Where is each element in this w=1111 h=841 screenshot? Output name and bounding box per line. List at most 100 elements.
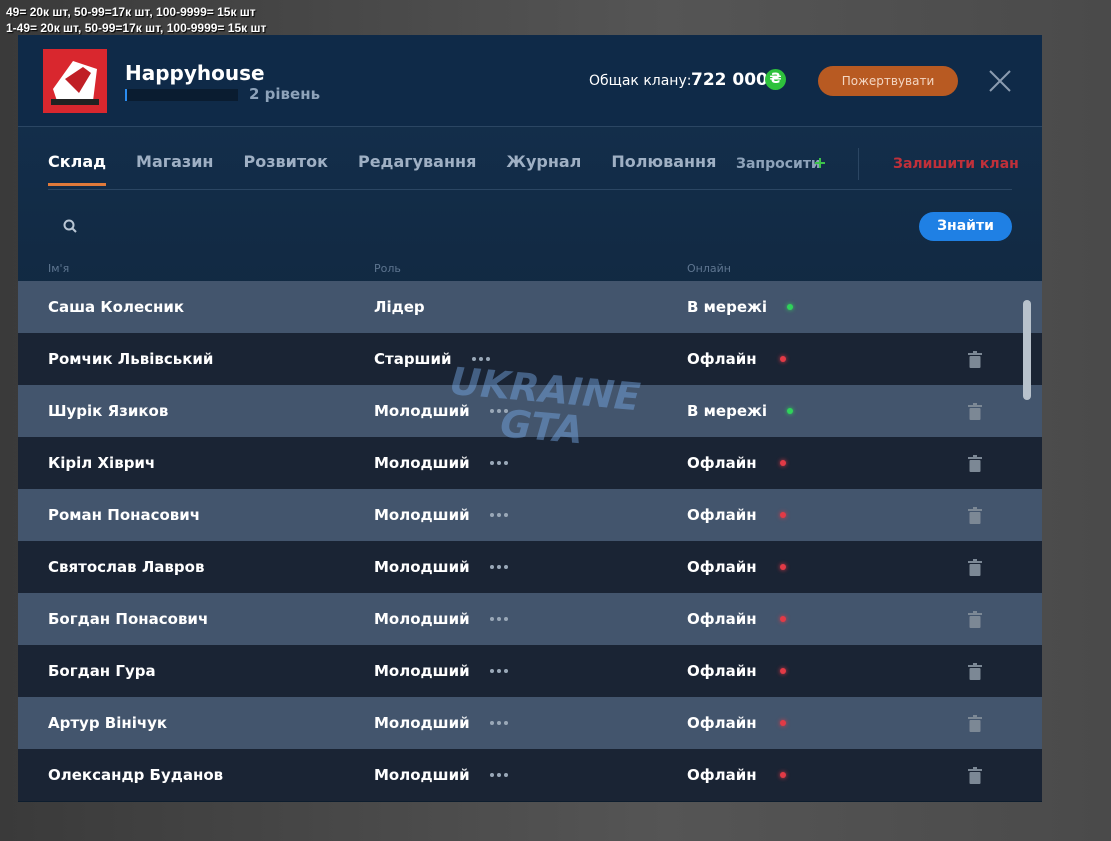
menu-dot (489, 669, 494, 673)
tab[interactable]: Полювання (611, 152, 717, 171)
member-status: Офлайн (687, 506, 757, 524)
role-menu[interactable] (471, 357, 490, 361)
menu-dot (503, 669, 508, 673)
tab[interactable]: Розвиток (243, 152, 328, 171)
kick-button[interactable] (968, 767, 982, 784)
kick-button[interactable] (968, 715, 982, 732)
member-status: Офлайн (687, 610, 757, 628)
status-dot (780, 564, 786, 570)
menu-dot (496, 721, 501, 725)
column-header: Онлайн (687, 262, 731, 275)
menu-dot (485, 357, 490, 361)
member-name: Богдан Гура (48, 662, 156, 680)
member-name: Олександр Буданов (48, 766, 224, 784)
kick-button[interactable] (968, 455, 982, 472)
treasury-value: 722 000 (691, 70, 768, 90)
menu-dot (503, 409, 508, 413)
menu-dot (489, 721, 494, 725)
member-name: Саша Колесник (48, 298, 185, 316)
menu-dot (496, 617, 501, 621)
kick-button[interactable] (968, 507, 982, 524)
member-status: В мережі (687, 298, 768, 316)
member-name: Шурік Язиков (48, 402, 169, 420)
leave-button[interactable]: Залишити клан (893, 156, 1019, 172)
menu-dot (496, 669, 501, 673)
menu-dot (503, 773, 508, 777)
status-dot (780, 356, 786, 362)
menu-dot (496, 513, 501, 517)
member-status: Офлайн (687, 454, 757, 472)
menu-dot (489, 565, 494, 569)
role-menu[interactable] (489, 773, 508, 777)
member-row: Роман Понасович Молодший Офлайн (18, 489, 1042, 541)
role-menu[interactable] (489, 409, 508, 413)
kick-button[interactable] (968, 611, 982, 628)
member-role: Молодший (374, 662, 470, 680)
member-name: Артур Вінічук (48, 714, 168, 732)
member-name: Роман Понасович (48, 506, 201, 524)
status-dot (780, 668, 786, 674)
member-row: Саша Колесник Лідер В мережі (18, 281, 1042, 333)
clan-name: Happyhouse (125, 61, 265, 85)
member-name: Кіріл Хіврич (48, 454, 156, 472)
menu-dot (496, 461, 501, 465)
menu-dot (489, 461, 494, 465)
status-dot (780, 720, 786, 726)
member-status: Офлайн (687, 350, 757, 368)
overlay-line: 49= 20к шт, 50-99=17к шт, 100-9999= 15к … (6, 5, 256, 19)
role-menu[interactable] (489, 513, 508, 517)
menu-dot (496, 565, 501, 569)
menu-dot (489, 773, 494, 777)
tab[interactable]: Журнал (506, 152, 582, 171)
clan-avatar (43, 49, 107, 113)
tab[interactable]: Редагування (357, 152, 477, 171)
member-role: Молодший (374, 766, 470, 784)
tab[interactable]: Склад (48, 152, 107, 186)
role-menu[interactable] (489, 669, 508, 673)
overlay-text: 49= 20к шт, 50-99=17к шт, 100-9999= 15к … (6, 4, 266, 36)
member-name: Святослав Лавров (48, 558, 205, 576)
role-menu[interactable] (489, 461, 508, 465)
role-menu[interactable] (489, 617, 508, 621)
menu-dot (503, 513, 508, 517)
menu-dot (471, 357, 476, 361)
tab-bar: Склад Магазин Розвиток Редагування Журнал Пол… (48, 152, 716, 186)
status-dot (780, 512, 786, 518)
status-dot (780, 616, 786, 622)
menu-dot (489, 409, 494, 413)
menu-dot (503, 617, 508, 621)
member-role: Молодший (374, 454, 470, 472)
donate-button[interactable]: Пожертвувати (818, 66, 958, 96)
menu-dot (489, 617, 494, 621)
status-dot (780, 460, 786, 466)
menu-dot (503, 721, 508, 725)
member-name: Богдан Понасович (48, 610, 209, 628)
scrollbar[interactable] (1023, 300, 1031, 400)
kick-button[interactable] (968, 559, 982, 576)
member-row: Артур Вінічук Молодший Офлайн (18, 697, 1042, 749)
menu-dot (478, 357, 483, 361)
member-row: Ромчик Львівський Старший Офлайн (18, 333, 1042, 385)
member-name: Ромчик Львівський (48, 350, 214, 368)
role-menu[interactable] (489, 721, 508, 725)
role-menu[interactable] (489, 565, 508, 569)
member-status: В мережі (687, 402, 768, 420)
member-role: Лідер (374, 298, 425, 316)
overlay-line: 1-49= 20к шт, 50-99=17к шт, 100-9999= 15… (6, 21, 267, 35)
search-icon[interactable] (63, 219, 77, 233)
member-role: Молодший (374, 714, 470, 732)
column-header: Роль (374, 262, 401, 275)
kick-button[interactable] (968, 403, 982, 420)
kick-button[interactable] (968, 351, 982, 368)
tab-separator (48, 189, 1012, 190)
close-button[interactable] (988, 69, 1012, 93)
search-button[interactable]: Знайти (919, 212, 1012, 241)
kick-button[interactable] (968, 663, 982, 680)
invite-button[interactable]: Запросити (736, 156, 821, 172)
member-row: Олександр Буданов Молодший Офлайн (18, 749, 1042, 801)
menu-dot (496, 773, 501, 777)
member-row: Святослав Лавров Молодший Офлайн (18, 541, 1042, 593)
treasury-label: Общак клану: (589, 73, 692, 89)
tab[interactable]: Магазин (136, 152, 214, 171)
